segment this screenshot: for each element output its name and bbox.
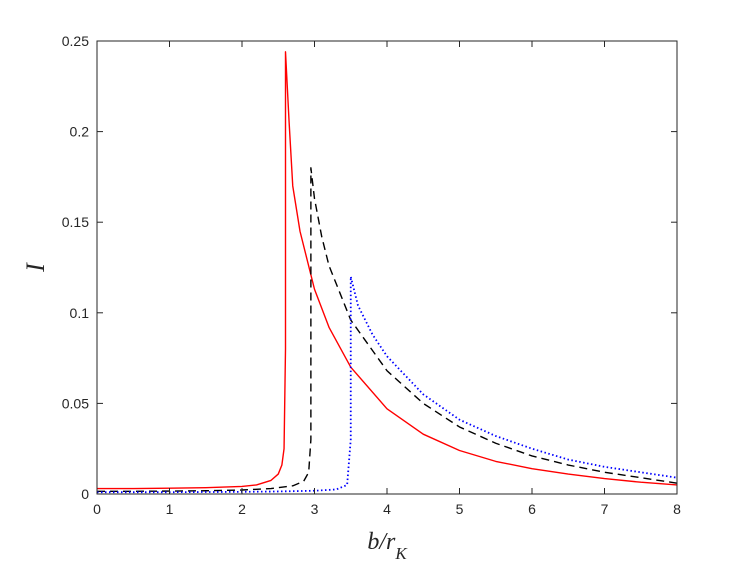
x-tick-label: 3: [311, 501, 319, 517]
series-line-solid: [97, 51, 678, 490]
x-tick-label: 2: [238, 501, 246, 517]
x-axis: 0 1 2 3 4 5 6 7 8: [93, 41, 681, 517]
x-tick-label: 4: [383, 501, 391, 517]
x-tick-label: 7: [601, 501, 609, 517]
x-tick-label: 5: [456, 501, 464, 517]
series-line-dotted: [97, 275, 678, 494]
y-tick-label: 0: [81, 486, 89, 502]
y-tick-label: 0.15: [62, 214, 89, 230]
y-tick-label: 0.2: [70, 124, 90, 140]
series-line-dashed: [97, 167, 678, 492]
x-tick-label: 8: [673, 501, 681, 517]
x-axis-label: b/rK: [367, 529, 408, 561]
x-tick-label: 1: [166, 501, 174, 517]
y-tick-label: 0.05: [62, 395, 89, 411]
x-tick-label: 0: [93, 501, 101, 517]
y-tick-label: 0.25: [62, 33, 89, 49]
y-axis-label: I: [21, 262, 50, 273]
x-tick-label: 6: [528, 501, 536, 517]
y-axis: 0 0.05 0.1 0.15 0.2 0.25: [62, 33, 677, 502]
plot-series-group: [97, 51, 678, 494]
y-tick-label: 0.1: [70, 305, 90, 321]
plot-frame: [96, 40, 678, 495]
